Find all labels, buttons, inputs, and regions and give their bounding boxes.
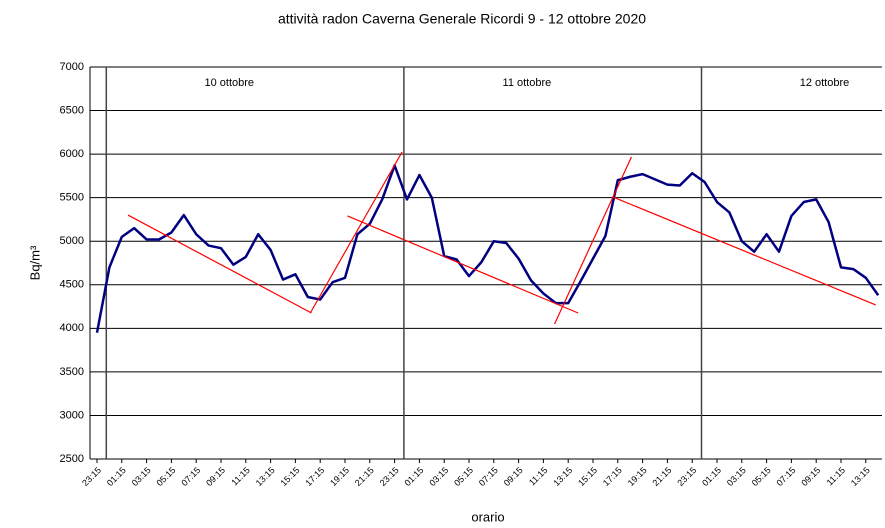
y-tick-label: 3500 [60, 366, 84, 378]
y-tick-label: 3000 [60, 409, 84, 421]
x-tick-label: 13:15 [551, 465, 574, 488]
x-tick-label: 03:15 [427, 465, 450, 488]
x-tick-label: 05:15 [750, 465, 773, 488]
x-tick-label: 19:15 [328, 465, 351, 488]
x-tick-label: 07:15 [774, 465, 797, 488]
x-tick-label: 05:15 [154, 465, 177, 488]
y-tick-label: 5000 [60, 235, 84, 247]
x-tick-label: 07:15 [477, 465, 500, 488]
x-tick-label: 21:15 [650, 465, 673, 488]
y-axis-label: Bq/m³ [27, 245, 42, 280]
day-label: 12 ottobre [800, 77, 850, 89]
x-tick-label: 01:15 [700, 465, 723, 488]
trend-line [612, 196, 876, 306]
x-tick-label: 09:15 [204, 465, 227, 488]
x-tick-label: 01:15 [105, 465, 128, 488]
x-tick-label: 07:15 [179, 465, 202, 488]
y-tick-label: 6000 [60, 148, 84, 160]
x-tick-label: 09:15 [502, 465, 525, 488]
x-tick-label: 17:15 [601, 465, 624, 488]
trend-line [309, 151, 403, 314]
trend-line [127, 214, 312, 314]
day-label: 11 ottobre [503, 77, 552, 89]
x-tick-label: 13:15 [849, 465, 872, 488]
x-tick-label: 09:15 [799, 465, 822, 488]
y-tick-label: 4000 [60, 322, 84, 334]
x-tick-label: 15:15 [576, 465, 599, 488]
y-tick-label: 2500 [60, 453, 84, 465]
x-tick-label: 19:15 [626, 465, 649, 488]
trend-line [554, 156, 632, 325]
x-tick-label: 23:15 [80, 465, 103, 488]
x-tick-label: 11:15 [825, 465, 848, 488]
x-tick-label: 03:15 [725, 465, 748, 488]
x-tick-label: 17:15 [303, 465, 326, 488]
x-tick-label: 05:15 [452, 465, 475, 488]
chart-title: attività radon Caverna Generale Ricordi … [278, 11, 646, 27]
x-axis-label: orario [471, 509, 504, 524]
x-tick-label: 15:15 [278, 465, 301, 488]
x-tick-label: 23:15 [675, 465, 698, 488]
y-tick-label: 4500 [60, 279, 84, 291]
x-tick-label: 11:15 [527, 465, 550, 488]
x-tick-label: 23:15 [378, 465, 401, 488]
y-tick-label: 7000 [60, 61, 84, 73]
y-tick-label: 6500 [60, 104, 84, 116]
y-tick-label: 5500 [60, 192, 84, 204]
trend-line [347, 215, 579, 314]
day-label: 10 ottobre [205, 77, 255, 89]
x-tick-label: 01:15 [402, 465, 425, 488]
x-tick-label: 03:15 [130, 465, 153, 488]
x-tick-label: 11:15 [229, 465, 252, 488]
data-line [95, 164, 880, 333]
x-tick-label: 13:15 [254, 465, 277, 488]
x-tick-label: 21:15 [353, 465, 376, 488]
